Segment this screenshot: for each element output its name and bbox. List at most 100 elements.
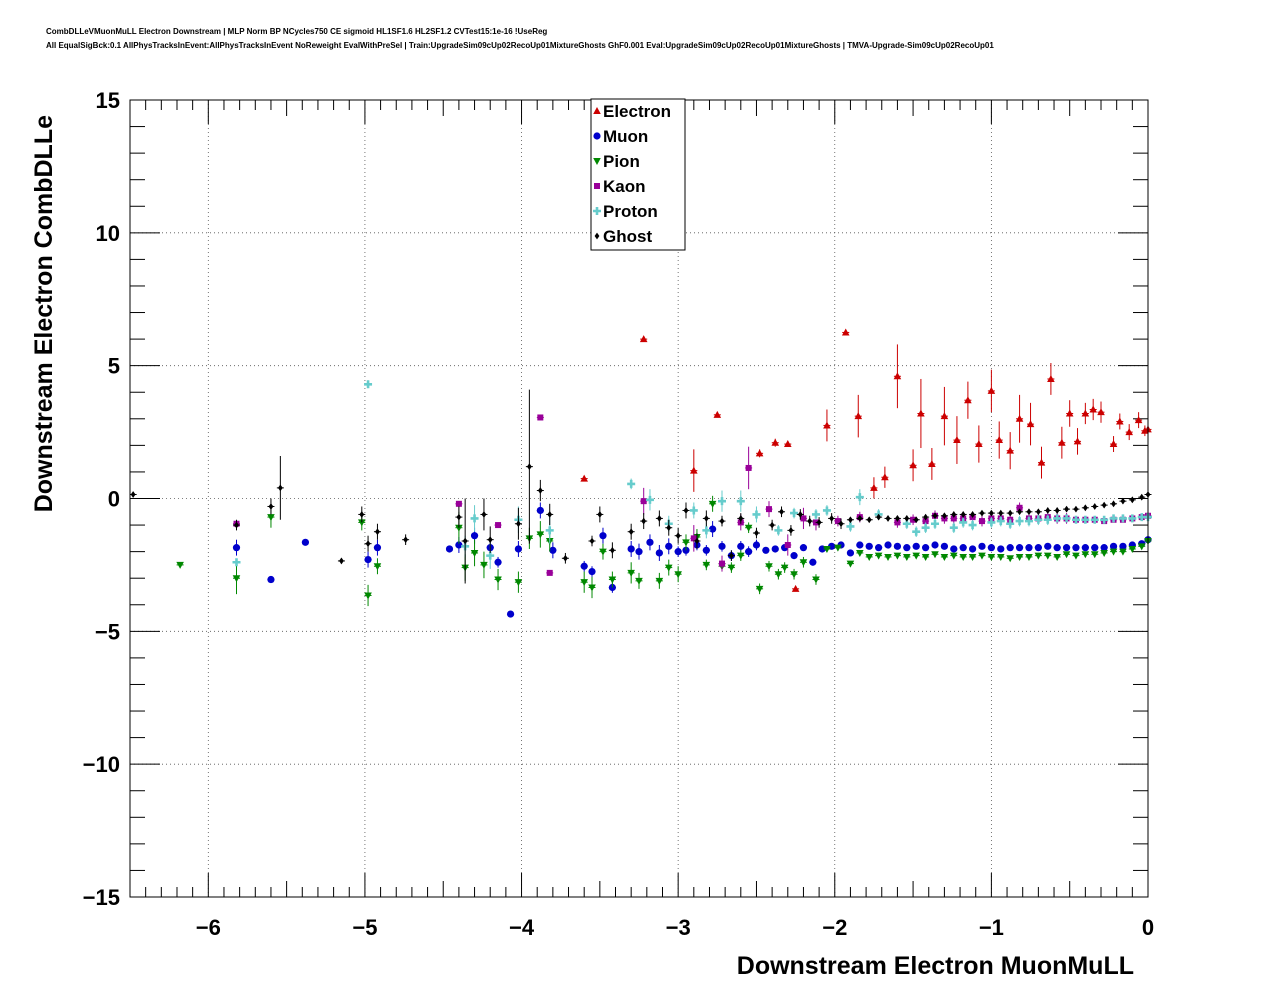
data-point xyxy=(841,328,850,336)
marker-triangle-down xyxy=(1137,543,1146,551)
marker-diamond xyxy=(375,528,380,536)
data-point xyxy=(1006,432,1014,470)
data-point xyxy=(799,556,808,568)
marker-triangle-down xyxy=(627,569,635,577)
data-point xyxy=(588,566,596,577)
data-point xyxy=(693,533,701,549)
data-point xyxy=(978,542,986,550)
data-point xyxy=(809,558,817,566)
marker-cross xyxy=(846,522,855,531)
data-point xyxy=(546,569,554,576)
marker-triangle-up xyxy=(1134,416,1143,424)
marker-cross xyxy=(232,558,241,567)
marker-cross xyxy=(902,519,911,528)
marker-square xyxy=(546,569,553,576)
marker-triangle-down xyxy=(588,584,596,592)
data-point xyxy=(893,344,902,409)
marker-triangle-up xyxy=(755,449,764,457)
data-point xyxy=(931,512,939,520)
marker-triangle-down xyxy=(357,519,366,527)
marker-triangle-up xyxy=(870,483,878,491)
data-point xyxy=(1015,553,1024,561)
marker-circle xyxy=(608,583,616,592)
marker-diamond xyxy=(694,537,700,545)
data-point xyxy=(599,527,607,544)
marker-cross xyxy=(949,523,958,532)
y-tick-label: −10 xyxy=(83,752,120,777)
marker-circle xyxy=(682,546,690,554)
marker-cross xyxy=(1043,515,1052,524)
data-point xyxy=(811,509,820,520)
data-point xyxy=(645,489,654,511)
marker-triangle-down xyxy=(996,553,1005,561)
marker-square xyxy=(455,500,462,507)
data-point xyxy=(627,523,635,540)
x-tick-label: −5 xyxy=(352,915,377,940)
data-point xyxy=(997,509,1005,517)
marker-diamond xyxy=(1120,497,1126,505)
series-electron xyxy=(580,328,1152,592)
y-tick-label: 0 xyxy=(108,487,120,512)
data-point xyxy=(588,535,596,547)
marker-triangle-down xyxy=(1025,553,1033,561)
marker-cross xyxy=(811,510,820,519)
marker-triangle-down xyxy=(959,553,967,561)
data-point xyxy=(856,549,864,557)
data-point xyxy=(909,449,917,482)
data-point xyxy=(949,552,958,560)
data-point xyxy=(596,506,604,523)
marker-circle xyxy=(506,610,515,618)
data-point xyxy=(536,502,544,519)
data-point xyxy=(1025,544,1033,552)
data-point xyxy=(674,527,682,544)
data-point xyxy=(373,523,381,540)
data-point xyxy=(689,502,698,519)
data-point xyxy=(445,545,454,553)
data-point xyxy=(856,541,864,549)
data-point xyxy=(1043,514,1052,526)
data-point xyxy=(1034,514,1043,526)
marker-diamond xyxy=(719,517,725,525)
marker-cross xyxy=(1062,514,1071,523)
data-point xyxy=(702,544,710,556)
data-point xyxy=(470,539,479,567)
marker-circle xyxy=(1081,544,1089,552)
marker-circle xyxy=(549,546,557,554)
data-point xyxy=(364,584,372,607)
marker-diamond xyxy=(703,515,709,522)
marker-triangle-down xyxy=(635,577,643,585)
data-point xyxy=(1058,426,1066,459)
data-point xyxy=(828,513,836,524)
marker-triangle-down xyxy=(364,592,372,600)
data-point xyxy=(364,551,372,568)
marker-triangle-down xyxy=(978,552,986,560)
data-point xyxy=(1015,515,1024,527)
data-point xyxy=(640,513,648,530)
data-point xyxy=(736,490,745,512)
marker-circle xyxy=(1119,542,1127,550)
marker-circle xyxy=(1025,544,1033,552)
data-point xyxy=(1065,400,1074,427)
marker-circle xyxy=(884,541,892,549)
marker-circle xyxy=(646,538,654,546)
marker-square xyxy=(537,414,544,421)
marker-cross xyxy=(702,526,711,535)
data-point xyxy=(494,522,502,529)
marker-square xyxy=(745,464,752,471)
marker-circle xyxy=(903,544,911,552)
marker-diamond xyxy=(1139,493,1145,501)
marker-triangle-down xyxy=(536,531,545,539)
data-point xyxy=(921,522,930,534)
y-axis-title: Downstream Electron CombDLLe xyxy=(30,115,58,512)
data-point xyxy=(1006,509,1014,517)
data-point xyxy=(1053,544,1061,552)
marker-diamond xyxy=(1111,500,1116,508)
data-point xyxy=(1081,551,1090,559)
marker-circle xyxy=(950,545,958,553)
marker-triangle-up xyxy=(1058,438,1066,446)
data-point xyxy=(978,552,986,560)
data-point xyxy=(1100,501,1108,509)
marker-diamond xyxy=(754,529,759,537)
data-point xyxy=(903,544,911,552)
